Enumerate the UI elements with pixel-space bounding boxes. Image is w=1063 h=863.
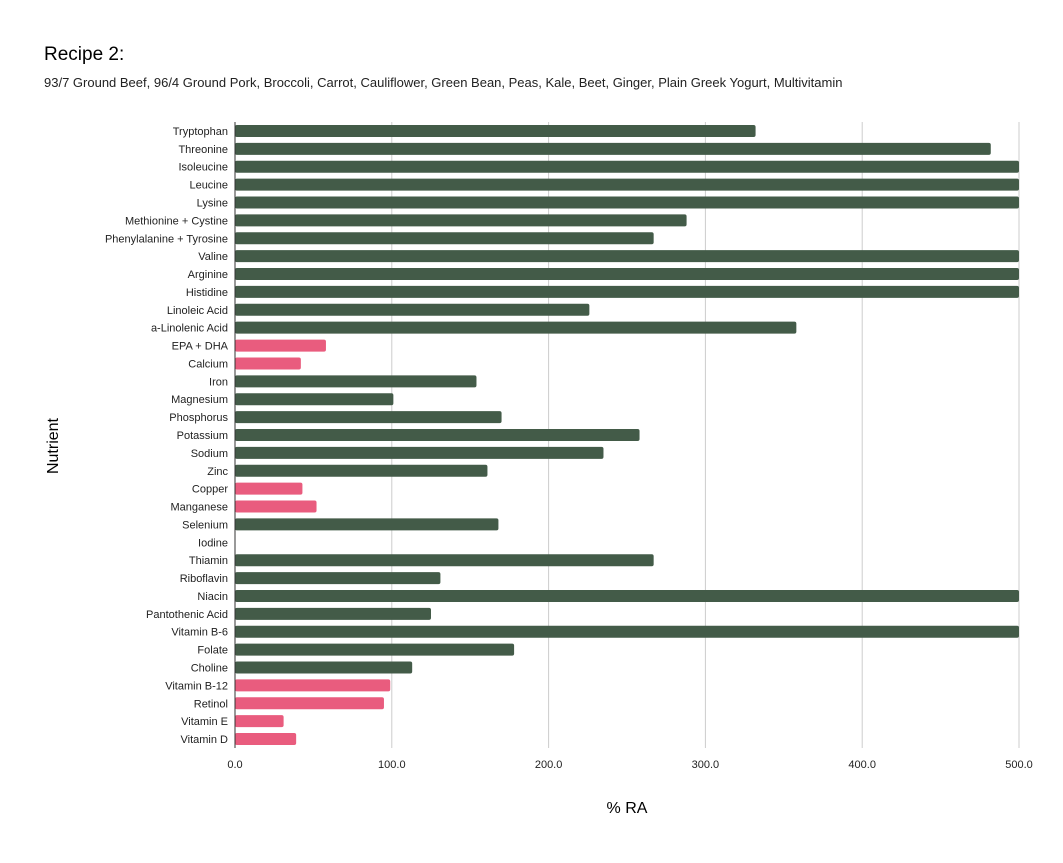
bar-vitamin-d bbox=[235, 733, 297, 746]
bar-threonine bbox=[235, 142, 991, 155]
category-label: Vitamin D bbox=[181, 734, 229, 746]
bar-niacin bbox=[235, 589, 1019, 602]
category-label: Folate bbox=[197, 645, 228, 657]
bar-arginine bbox=[235, 268, 1019, 281]
bar-magnesium bbox=[235, 393, 394, 406]
bar-retinol bbox=[235, 697, 384, 710]
bar-phosphorus bbox=[235, 411, 502, 424]
bar-pantothenic-acid bbox=[235, 607, 431, 620]
category-label: Choline bbox=[191, 663, 228, 675]
bar-epa-dha bbox=[235, 339, 326, 352]
bar-choline bbox=[235, 661, 413, 674]
bar-riboflavin bbox=[235, 572, 441, 585]
category-label: Zinc bbox=[207, 466, 228, 478]
bar-selenium bbox=[235, 518, 499, 531]
bar-histidine bbox=[235, 285, 1019, 298]
category-label: Histidine bbox=[186, 287, 228, 299]
x-tick-label: 500.0 bbox=[1005, 759, 1033, 771]
category-label: Selenium bbox=[182, 519, 228, 531]
bar-manganese bbox=[235, 500, 317, 513]
category-label: Magnesium bbox=[171, 394, 228, 406]
bar-thiamin bbox=[235, 554, 654, 567]
bar-valine bbox=[235, 250, 1019, 263]
bar-lysine bbox=[235, 196, 1019, 209]
chart-title: Recipe 2: bbox=[44, 44, 125, 65]
category-label: Iodine bbox=[198, 537, 228, 549]
category-label: Vitamin B-6 bbox=[171, 627, 228, 639]
category-label: Methionine + Cystine bbox=[125, 215, 228, 227]
bar-methionine-cystine bbox=[235, 214, 687, 227]
x-tick-label: 100.0 bbox=[378, 759, 406, 771]
bar-vitamin-b-6 bbox=[235, 625, 1019, 638]
category-label: Phosphorus bbox=[169, 412, 228, 424]
category-label: Riboflavin bbox=[180, 573, 228, 585]
category-label: Threonine bbox=[178, 144, 228, 156]
x-tick-label: 0.0 bbox=[227, 759, 242, 771]
x-tick-label: 400.0 bbox=[848, 759, 876, 771]
category-label: Sodium bbox=[191, 448, 228, 460]
category-label: Phenylalanine + Tyrosine bbox=[105, 233, 228, 245]
category-label: Leucine bbox=[189, 180, 228, 192]
bar-phenylalanine-tyrosine bbox=[235, 232, 654, 245]
bar-sodium bbox=[235, 446, 604, 459]
bar-isoleucine bbox=[235, 160, 1019, 173]
category-label: Pantothenic Acid bbox=[146, 609, 228, 621]
bar-vitamin-e bbox=[235, 715, 284, 728]
category-label: Linoleic Acid bbox=[167, 305, 228, 317]
category-label: Copper bbox=[192, 484, 228, 496]
category-label: Isoleucine bbox=[178, 162, 228, 174]
bar-copper bbox=[235, 482, 303, 495]
category-label: Valine bbox=[198, 251, 228, 263]
bar-vitamin-b-12 bbox=[235, 679, 391, 692]
category-label: Lysine bbox=[197, 197, 228, 209]
category-label: Iron bbox=[209, 376, 228, 388]
bar-a-linolenic-acid bbox=[235, 321, 797, 334]
bar-zinc bbox=[235, 464, 488, 477]
bar-linoleic-acid bbox=[235, 303, 590, 316]
category-label: Thiamin bbox=[189, 555, 228, 567]
category-label: Vitamin E bbox=[181, 716, 228, 728]
y-axis-label: Nutrient bbox=[45, 417, 62, 475]
category-label: Retinol bbox=[194, 698, 228, 710]
category-label: a-Linolenic Acid bbox=[151, 323, 228, 335]
category-label: Potassium bbox=[177, 430, 228, 442]
bar-tryptophan bbox=[235, 124, 756, 137]
bar-calcium bbox=[235, 357, 301, 370]
bar-leucine bbox=[235, 178, 1019, 191]
x-tick-label: 300.0 bbox=[692, 759, 720, 771]
category-label: Calcium bbox=[188, 358, 228, 370]
bar-iron bbox=[235, 375, 477, 388]
x-tick-label: 200.0 bbox=[535, 759, 563, 771]
category-label: Arginine bbox=[188, 269, 228, 281]
bar-potassium bbox=[235, 429, 640, 441]
x-axis-label: % RA bbox=[606, 800, 648, 817]
chart-subtitle: 93/7 Ground Beef, 96/4 Ground Pork, Broc… bbox=[44, 75, 843, 90]
category-label: Manganese bbox=[171, 502, 229, 514]
category-label: Tryptophan bbox=[173, 126, 228, 138]
bar-folate bbox=[235, 643, 515, 656]
category-label: Niacin bbox=[197, 591, 228, 603]
category-label: EPA + DHA bbox=[172, 341, 229, 353]
category-label: Vitamin B-12 bbox=[165, 680, 228, 692]
